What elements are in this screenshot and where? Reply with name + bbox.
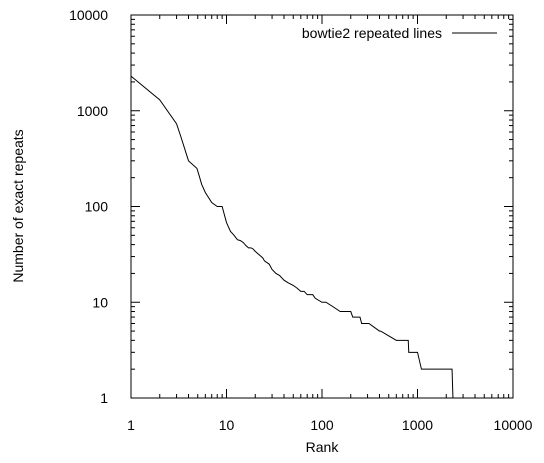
x-tick-label: 10000 xyxy=(494,417,533,433)
x-tick-label: 100 xyxy=(310,417,334,433)
legend: bowtie2 repeated lines xyxy=(302,25,497,41)
y-tick-label: 10000 xyxy=(69,7,108,23)
y-tick-label: 1000 xyxy=(77,103,108,119)
y-axis-label: Number of exact repeats xyxy=(10,129,26,282)
y-tick-label: 100 xyxy=(85,199,109,215)
ticks xyxy=(130,15,513,399)
x-tick-label: 1000 xyxy=(402,417,433,433)
x-tick-label: 1 xyxy=(127,417,135,433)
tick-labels: 1 10 100 1000 10000 1 10 100 1000 10000 xyxy=(69,7,533,433)
series-line xyxy=(130,75,513,399)
x-tick-label: 10 xyxy=(219,417,235,433)
legend-label: bowtie2 repeated lines xyxy=(302,25,442,41)
y-tick-label: 1 xyxy=(100,390,108,406)
y-tick-label: 10 xyxy=(92,294,108,310)
plot-frame xyxy=(130,14,514,399)
x-axis-label: Rank xyxy=(306,439,340,455)
